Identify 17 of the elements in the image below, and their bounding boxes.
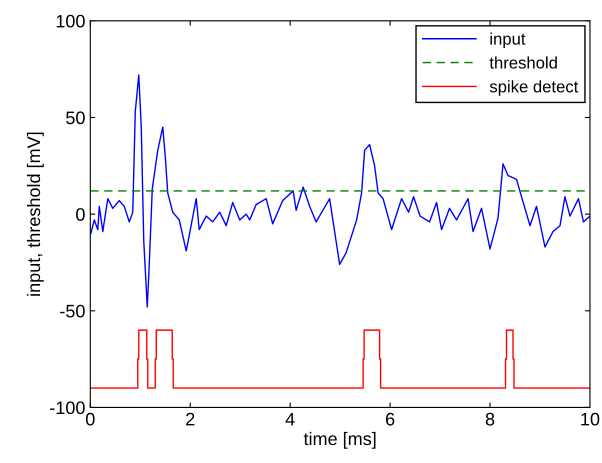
legend-label: threshold xyxy=(490,56,557,69)
x-axis-title: time [ms] xyxy=(304,432,376,449)
x-tick-label: 2 xyxy=(186,412,194,426)
legend-label: input xyxy=(490,32,526,48)
x-tick-label: 4 xyxy=(286,412,295,426)
y-tick-label: -100 xyxy=(50,401,85,414)
y-tick-label: 100 xyxy=(56,14,85,28)
y-tick-label: 50 xyxy=(66,111,85,124)
y-tick-label: 0 xyxy=(76,208,85,221)
x-tick-label: 6 xyxy=(386,412,394,426)
y-tick-label: -50 xyxy=(60,304,85,318)
legend-label: spike detect xyxy=(490,80,578,96)
y-axis-title: input, threshold [mV] xyxy=(26,132,44,296)
x-tick-label: 10 xyxy=(581,412,600,426)
line-series xyxy=(90,74,590,308)
x-tick-label: 8 xyxy=(486,412,494,426)
x-tick-label: 0 xyxy=(86,412,95,426)
